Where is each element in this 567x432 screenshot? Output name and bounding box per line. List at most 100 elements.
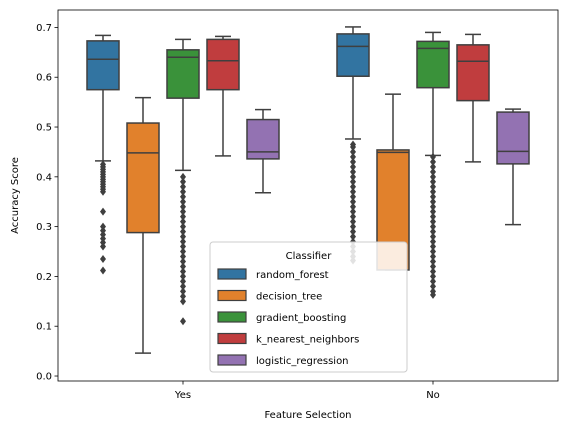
outlier-point <box>430 237 436 246</box>
outlier-point <box>180 277 186 286</box>
outlier-point <box>430 267 436 276</box>
outlier-point <box>430 242 436 251</box>
y-tick-label: 0.5 <box>36 123 52 134</box>
y-ticks: 0.0 0.1 0.2 0.3 0.4 0.5 0.6 0.7 <box>36 23 58 383</box>
outlier-point <box>180 182 186 191</box>
outlier-point <box>430 172 436 181</box>
legend-title: Classifier <box>286 251 333 262</box>
y-tick-label: 0.7 <box>36 23 52 34</box>
legend-swatch-logistic_regression <box>217 354 247 366</box>
outlier-point <box>350 182 356 191</box>
outlier-point <box>180 317 186 326</box>
outlier-point <box>430 167 436 176</box>
outlier-point <box>180 282 186 291</box>
iqr-box <box>336 33 370 77</box>
legend: Classifier random_forest decision_treegra… <box>209 241 408 373</box>
outlier-point <box>180 267 186 276</box>
outlier-point <box>180 207 186 216</box>
outlier-point <box>430 157 436 166</box>
outlier-point <box>180 247 186 256</box>
box-random_forest-yes <box>86 34 120 275</box>
outlier-point <box>100 254 106 263</box>
outlier-point <box>100 207 106 216</box>
outlier-point <box>430 212 436 221</box>
x-ticks: Yes No <box>174 381 440 401</box>
outlier-point <box>180 262 186 271</box>
legend-entry-decision_tree: decision_tree <box>256 292 322 303</box>
box-gradient_boosting-no <box>416 31 450 299</box>
outlier-point <box>350 140 356 149</box>
outlier-point <box>430 232 436 241</box>
outlier-point <box>350 167 356 176</box>
outlier-point <box>180 197 186 206</box>
outlier-point <box>430 202 436 211</box>
outlier-point <box>180 257 186 266</box>
outlier-point <box>350 187 356 196</box>
y-tick-label: 0.4 <box>36 172 52 183</box>
outlier-point <box>350 202 356 211</box>
legend-swatch-decision_tree <box>217 289 247 302</box>
outlier-point <box>180 252 186 261</box>
outlier-point <box>350 207 356 216</box>
outlier-point <box>180 287 186 296</box>
outlier-point <box>350 232 356 241</box>
iqr-box <box>456 44 490 102</box>
outlier-point <box>350 212 356 221</box>
outlier-point <box>100 160 106 169</box>
x-tick-label: No <box>426 390 440 401</box>
outlier-point <box>430 177 436 186</box>
y-tick-label: 0.1 <box>36 322 52 333</box>
legend-swatch-gradient_boosting <box>217 311 247 323</box>
outlier-point <box>350 172 356 181</box>
box-logistic_regression-yes <box>246 108 280 194</box>
outlier-point <box>430 282 436 291</box>
outlier-point <box>350 147 356 156</box>
y-tick-label: 0.3 <box>36 222 52 233</box>
outlier-point <box>180 232 186 241</box>
outlier-point <box>180 242 186 251</box>
outlier-point <box>180 222 186 231</box>
iqr-box <box>126 122 160 234</box>
x-tick-label: Yes <box>174 390 191 401</box>
y-tick-label: 0.6 <box>36 73 52 84</box>
outlier-point <box>430 192 436 201</box>
outlier-point <box>180 227 186 236</box>
outlier-point <box>430 287 436 296</box>
x-axis-label: Feature Selection <box>264 410 351 421</box>
legend-entry-random_forest: random_forest <box>256 270 329 281</box>
iqr-box <box>496 111 530 165</box>
outlier-point <box>350 192 356 201</box>
legend-entry-k_nearest_neighbors: k_nearest_neighbors <box>256 335 359 346</box>
outlier-point <box>180 292 186 301</box>
outlier-point <box>180 192 186 201</box>
iqr-box <box>246 118 280 160</box>
outlier-point <box>180 212 186 221</box>
outlier-point <box>180 172 186 181</box>
outlier-point <box>180 272 186 281</box>
iqr-box <box>86 40 120 91</box>
outlier-point <box>350 162 356 171</box>
outlier-point <box>180 217 186 226</box>
box-decision_tree-yes <box>126 96 160 354</box>
outlier-point <box>350 152 356 161</box>
outlier-point <box>430 272 436 281</box>
box-random_forest-no <box>336 26 370 265</box>
outlier-point <box>350 222 356 231</box>
outlier-point <box>430 262 436 271</box>
outlier-point <box>430 217 436 226</box>
outlier-point <box>430 162 436 171</box>
outlier-point <box>430 187 436 196</box>
outlier-point <box>180 187 186 196</box>
plot-frame <box>57 9 559 382</box>
outlier-point <box>430 252 436 261</box>
outlier-point <box>180 177 186 186</box>
y-axis-label: Accuracy Score <box>10 157 21 234</box>
outlier-point <box>430 222 436 231</box>
legend-entry-logistic_regression: logistic_regression <box>256 356 349 367</box>
outlier-point <box>430 152 436 161</box>
outlier-point <box>350 177 356 186</box>
outlier-point <box>430 197 436 206</box>
outlier-point <box>430 247 436 256</box>
axes <box>57 9 559 382</box>
